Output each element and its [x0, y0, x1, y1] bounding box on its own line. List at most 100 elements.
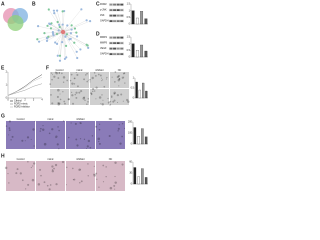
figure: A B C D E F G H ROR2 p-JNK JNK GAPDH MMP2 MMP… [1, 1, 148, 191]
network-node [54, 41, 57, 44]
series-line [7, 77, 43, 96]
network-node [50, 22, 53, 25]
cell [10, 139, 12, 141]
y-tick-label: 1 [129, 9, 131, 12]
micrograph [36, 121, 65, 149]
cell [121, 163, 124, 166]
network-node [58, 59, 62, 62]
cell [26, 136, 30, 139]
cell [57, 77, 60, 79]
blot-band [116, 53, 120, 55]
micrograph [110, 89, 129, 105]
cell [99, 74, 102, 77]
series-line [7, 74, 43, 96]
blot-band [116, 14, 120, 17]
cell [108, 134, 111, 138]
cell [111, 96, 113, 99]
cell [98, 123, 101, 125]
bar [138, 89, 141, 99]
cell [112, 100, 115, 103]
cell [102, 99, 104, 101]
network-edge [62, 31, 77, 33]
cell [4, 166, 8, 170]
panel-label: E [1, 65, 5, 71]
bar [135, 17, 139, 25]
network-node [58, 25, 61, 29]
blot-label: JNK [100, 14, 105, 17]
network-node [64, 35, 67, 38]
cell [114, 181, 117, 184]
cell [93, 174, 96, 177]
network-node [69, 32, 73, 35]
cell [100, 103, 102, 105]
cell [53, 167, 55, 170]
y-tick-label: 1 [133, 77, 135, 80]
cell [8, 127, 11, 129]
cell [52, 74, 54, 76]
network-node [75, 35, 79, 38]
cell [98, 186, 100, 188]
venn-circle [7, 15, 24, 31]
cell [91, 90, 94, 93]
cell [96, 178, 98, 180]
cell [98, 128, 101, 131]
cell [74, 122, 77, 125]
cell [59, 98, 62, 101]
network-node [61, 23, 64, 26]
cell [7, 172, 9, 175]
cell [16, 168, 19, 171]
panel-label: H [1, 153, 5, 159]
network-node [89, 19, 92, 23]
cell [73, 178, 76, 181]
y-tick-label: 1.5 [127, 36, 131, 39]
cell [93, 173, 95, 175]
cell [65, 184, 67, 186]
blot-strip [109, 19, 124, 23]
micrograph [90, 72, 109, 88]
panel-label: A [1, 1, 5, 7]
x-tick-label: 4 [41, 99, 43, 102]
y-tick-label: 0 [131, 143, 133, 146]
cell [80, 90, 83, 93]
cell [84, 99, 86, 102]
cell [53, 75, 56, 78]
cell [62, 120, 65, 122]
network-node [52, 9, 56, 12]
cell [121, 135, 124, 138]
cell [79, 138, 82, 140]
network-node [56, 20, 59, 24]
cell [113, 93, 116, 95]
network-edge [57, 31, 64, 56]
y-tick-label: 30 [129, 172, 132, 175]
cell [119, 142, 122, 145]
cell [33, 162, 36, 165]
cell [42, 128, 45, 131]
column-label: inhibitor [76, 158, 85, 161]
network-node [37, 40, 41, 43]
micrograph [70, 89, 89, 105]
cell [46, 184, 49, 187]
network-node [79, 48, 82, 51]
cell [117, 79, 120, 82]
cell [66, 79, 69, 82]
cell [85, 147, 87, 149]
cell [114, 161, 117, 165]
cell [56, 143, 59, 146]
network-node [63, 57, 67, 61]
cell [120, 93, 123, 96]
cell [67, 97, 70, 101]
cell [110, 95, 113, 97]
column-label: Control [17, 158, 25, 161]
cell [70, 73, 73, 76]
cell [91, 135, 94, 137]
bar [140, 11, 144, 25]
network-node [47, 35, 50, 38]
network-edge [46, 31, 64, 41]
cell [95, 125, 98, 128]
blot-band [109, 47, 113, 50]
blot-band [109, 20, 113, 22]
cell [37, 183, 41, 186]
cell [101, 79, 104, 81]
cell [91, 94, 93, 96]
blot-strip [109, 8, 124, 12]
